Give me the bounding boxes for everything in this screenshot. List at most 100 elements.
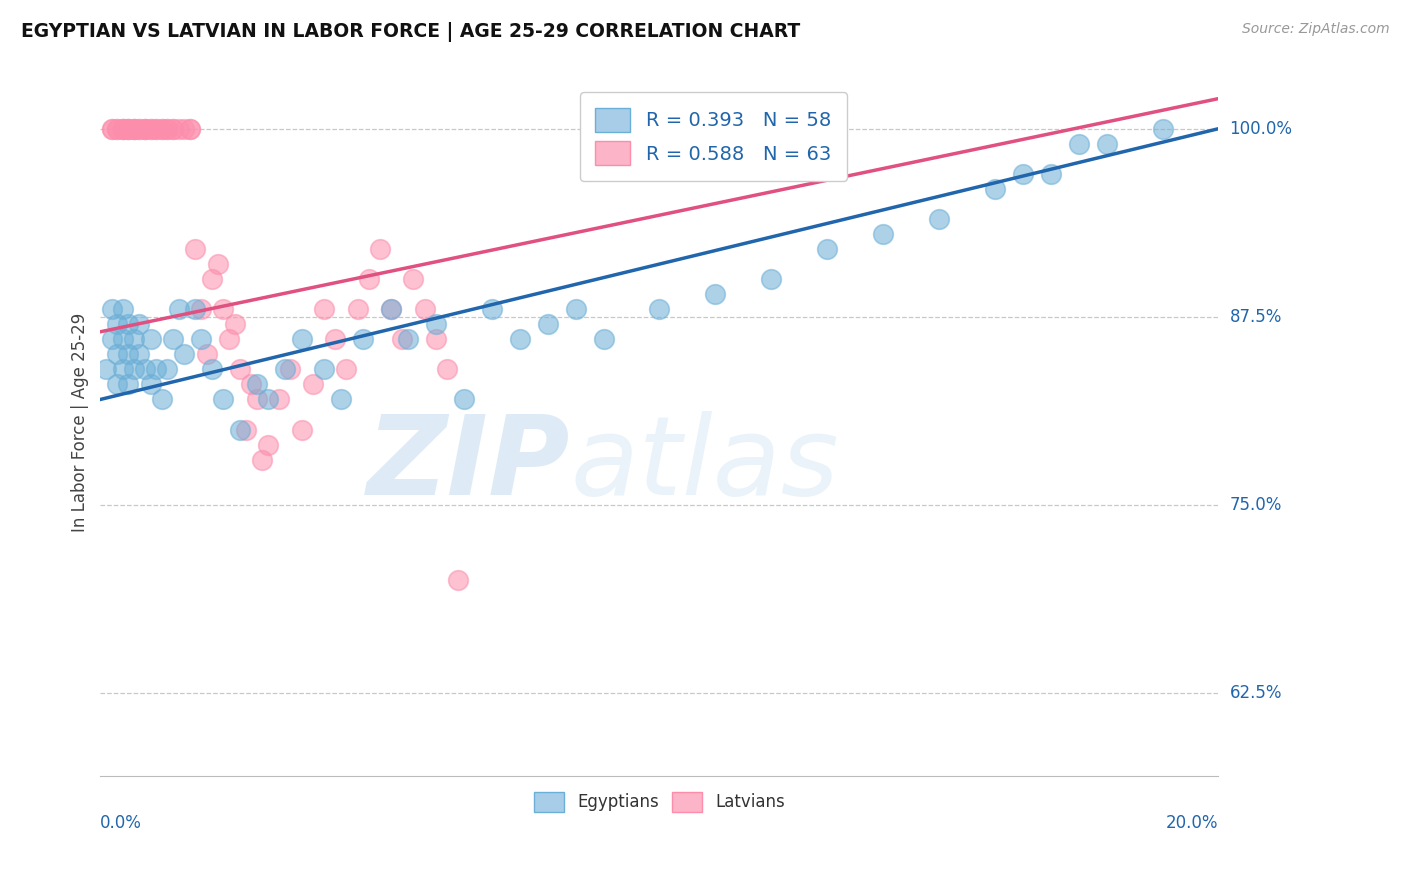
Point (312, 362, 335, 376)
Point (122, 332, 145, 346)
Point (156, 121, 179, 136)
Point (212, 302, 235, 317)
Point (162, 332, 184, 346)
Point (145, 121, 167, 136)
Point (246, 377, 269, 392)
Point (1039, 167, 1062, 181)
Point (1011, 167, 1033, 181)
Point (105, 347, 128, 361)
Point (509, 332, 531, 346)
Text: 87.5%: 87.5% (1230, 308, 1282, 326)
Text: Source: ZipAtlas.com: Source: ZipAtlas.com (1241, 22, 1389, 37)
Point (184, 242, 207, 256)
Point (453, 392, 475, 407)
Point (246, 392, 269, 407)
Point (94, 362, 117, 376)
Point (117, 121, 139, 136)
Point (229, 362, 252, 376)
Point (134, 121, 156, 136)
Point (111, 121, 134, 136)
Point (368, 242, 391, 256)
Point (536, 317, 558, 331)
Point (984, 182, 1007, 196)
Text: EGYPTIAN VS LATVIAN IN LABOR FORCE | AGE 25-29 CORRELATION CHART: EGYPTIAN VS LATVIAN IN LABOR FORCE | AGE… (21, 22, 800, 42)
Point (207, 257, 229, 271)
Text: 62.5%: 62.5% (1230, 684, 1282, 702)
Point (190, 332, 212, 346)
Point (117, 121, 139, 136)
Point (436, 362, 458, 376)
Point (391, 332, 413, 346)
Text: 20.0%: 20.0% (1166, 814, 1219, 832)
Point (105, 121, 128, 136)
Point (162, 121, 184, 136)
Point (128, 347, 150, 361)
Point (134, 121, 156, 136)
Point (257, 392, 280, 407)
Point (329, 392, 352, 407)
Point (190, 302, 212, 317)
Point (648, 302, 671, 317)
Point (173, 121, 195, 136)
Point (122, 121, 145, 136)
Point (252, 452, 274, 467)
Point (105, 121, 128, 136)
Point (117, 347, 139, 361)
Point (291, 423, 314, 437)
Point (139, 121, 162, 136)
Point (111, 121, 134, 136)
Point (274, 362, 297, 376)
Point (100, 121, 122, 136)
Point (100, 332, 122, 346)
Point (402, 272, 425, 286)
Point (224, 317, 246, 331)
Point (312, 302, 335, 317)
Point (291, 332, 314, 346)
Point (156, 362, 179, 376)
Point (229, 423, 252, 437)
Point (179, 121, 201, 136)
Point (173, 347, 195, 361)
Legend: Egyptians, Latvians: Egyptians, Latvians (526, 783, 793, 821)
Point (111, 121, 134, 136)
Point (352, 332, 374, 346)
Point (761, 272, 783, 286)
Point (111, 332, 134, 346)
Text: 75.0%: 75.0% (1230, 496, 1282, 514)
Text: atlas: atlas (569, 411, 838, 518)
Point (425, 317, 447, 331)
Point (380, 302, 402, 317)
Point (128, 317, 150, 331)
Point (201, 272, 224, 286)
Point (128, 121, 150, 136)
Point (111, 362, 134, 376)
Text: ZIP: ZIP (367, 411, 569, 518)
Point (139, 377, 162, 392)
Point (134, 121, 156, 136)
Point (179, 121, 201, 136)
Point (117, 121, 139, 136)
Point (323, 332, 346, 346)
Point (122, 121, 145, 136)
Point (150, 121, 173, 136)
Point (257, 437, 280, 451)
Point (447, 573, 470, 587)
Point (105, 377, 128, 392)
Point (212, 392, 235, 407)
Point (413, 302, 436, 317)
Point (184, 302, 207, 317)
Point (117, 377, 139, 392)
Point (167, 121, 190, 136)
Point (1152, 121, 1174, 136)
Point (145, 362, 167, 376)
Point (122, 121, 145, 136)
Point (134, 362, 156, 376)
Point (150, 121, 173, 136)
Point (139, 332, 162, 346)
Point (704, 287, 727, 301)
Point (564, 302, 586, 317)
Point (145, 121, 167, 136)
Point (235, 423, 257, 437)
Point (201, 362, 224, 376)
Point (100, 121, 122, 136)
